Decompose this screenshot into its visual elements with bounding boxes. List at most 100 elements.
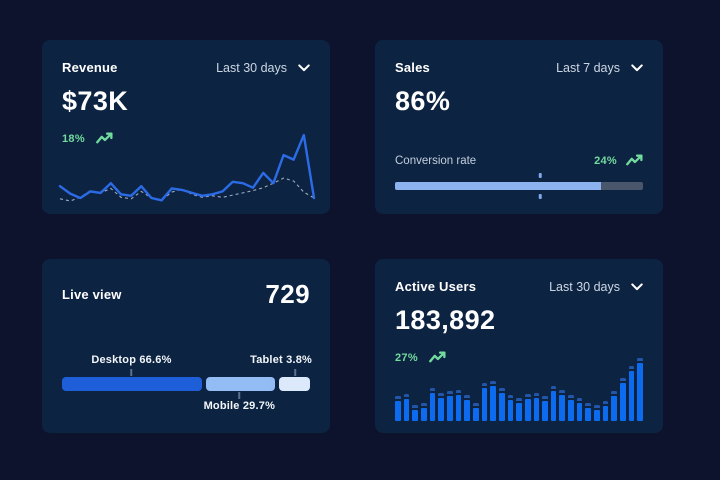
- sales-value: 86%: [395, 86, 451, 116]
- bar-cap: [637, 358, 644, 361]
- conversion-rate-row: Conversion rate 24%: [395, 154, 643, 167]
- active-users-bar: [533, 393, 540, 421]
- sales-card: Sales Last 7 days 86% Conversion rate 24…: [375, 40, 663, 214]
- revenue-card: Revenue Last 30 days $73K 18%: [42, 40, 330, 214]
- bar-cap: [395, 395, 401, 399]
- trending-up-icon: [429, 351, 446, 363]
- live-view-header: Live view 729: [62, 279, 310, 310]
- tablet-tick: [294, 369, 296, 376]
- chevron-down-icon: [631, 63, 643, 71]
- live-view-value: 729: [265, 279, 310, 309]
- bar-cap: [516, 398, 522, 402]
- active-users-card-header: Active Users Last 30 days: [395, 279, 643, 294]
- bar-body: [568, 400, 574, 421]
- revenue-range-dropdown[interactable]: Last 30 days: [216, 61, 310, 75]
- active-users-range-label: Last 30 days: [549, 279, 620, 294]
- bar-cap: [559, 390, 566, 394]
- active-users-delta: 27%: [395, 351, 643, 364]
- bar-body: [628, 371, 635, 421]
- tablet-segment-label: Tablet 3.8%: [250, 354, 312, 366]
- active-users-bar: [438, 393, 444, 421]
- bar-cap: [403, 393, 410, 397]
- active-users-delta-pct: 27%: [395, 351, 418, 364]
- sales-range-dropdown[interactable]: Last 7 days: [556, 61, 643, 75]
- bar-cap: [498, 388, 505, 392]
- bar-body: [429, 393, 436, 421]
- bar-body: [498, 393, 505, 421]
- bar-body: [602, 405, 609, 421]
- bar-cap: [507, 394, 514, 398]
- bar-cap: [481, 383, 488, 387]
- active-users-range-dropdown[interactable]: Last 30 days: [549, 280, 643, 294]
- live-view-card: Live view 729 Desktop 66.6% Tablet 3.8% …: [42, 259, 330, 433]
- sales-card-header: Sales Last 7 days: [395, 60, 643, 75]
- conversion-rate-label: Conversion rate: [395, 154, 477, 167]
- active-users-bar: [455, 389, 462, 421]
- active-users-bar: [524, 393, 531, 421]
- bar-body: [507, 399, 514, 421]
- bar-body: [395, 400, 401, 421]
- active-users-bar: [516, 398, 522, 421]
- revenue-previous-period-line: [59, 177, 315, 202]
- sales-delta: 24%: [594, 154, 643, 167]
- bar-cap: [490, 381, 496, 385]
- revenue-current-period-line: [58, 133, 316, 202]
- bar-cap: [585, 402, 592, 406]
- bar-body: [490, 386, 496, 421]
- active-users-bar: [507, 394, 514, 421]
- active-users-bar: [585, 402, 592, 421]
- sales-range-label: Last 7 days: [556, 60, 620, 75]
- bar-body: [550, 391, 557, 421]
- bar-body: [481, 388, 488, 421]
- active-users-bar: [611, 391, 618, 421]
- progress-marker-top: [538, 173, 542, 178]
- bar-cap: [576, 397, 583, 401]
- bar-cap: [420, 402, 427, 406]
- active-users-bar: [559, 390, 566, 421]
- revenue-delta-pct: 18%: [62, 132, 85, 145]
- active-users-bar: [620, 378, 626, 421]
- bar-cap: [620, 378, 626, 382]
- bar-body: [464, 400, 470, 421]
- bar-cap: [464, 395, 470, 399]
- bar-cap: [524, 393, 531, 397]
- revenue-delta: 18%: [62, 132, 310, 145]
- progress-marker-bottom: [538, 194, 542, 199]
- active-users-bar: [602, 400, 609, 421]
- active-users-card: Active Users Last 30 days 183,892 27%: [375, 259, 663, 433]
- active-users-bar: [429, 388, 436, 421]
- active-users-bar: [542, 395, 548, 421]
- mobile-segment-label: Mobile 29.7%: [203, 400, 276, 412]
- active-users-bar-chart: [395, 358, 644, 421]
- chevron-down-icon: [631, 282, 643, 290]
- tablet-segment: [279, 377, 310, 391]
- active-users-bar: [472, 403, 479, 421]
- active-users-bar: [395, 395, 401, 421]
- bar-body: [542, 400, 548, 421]
- active-users-bar: [576, 397, 583, 421]
- desktop-segment: [62, 377, 202, 391]
- revenue-card-header: Revenue Last 30 days: [62, 60, 310, 75]
- active-users-bar: [446, 391, 453, 421]
- bar-body: [559, 395, 566, 421]
- active-users-bar: [594, 405, 600, 421]
- bar-body: [637, 363, 644, 421]
- conversion-progress-bar: [395, 173, 643, 199]
- active-users-bar: [637, 358, 644, 421]
- active-users-bar: [568, 395, 574, 421]
- mobile-segment: [205, 377, 276, 391]
- desktop-segment-label: Desktop 66.6%: [91, 354, 172, 366]
- chevron-down-icon: [298, 63, 310, 71]
- active-users-bar: [420, 402, 427, 421]
- bar-cap: [542, 395, 548, 399]
- progress-fill: [395, 182, 601, 190]
- device-split-bar: [62, 377, 310, 391]
- active-users-bar: [403, 393, 410, 421]
- bar-cap: [446, 391, 453, 395]
- bar-cap: [550, 386, 557, 390]
- active-users-bar: [498, 388, 505, 421]
- revenue-value: $73K: [62, 86, 129, 116]
- card-grid: Revenue Last 30 days $73K 18%: [42, 40, 663, 433]
- bar-body: [524, 398, 531, 421]
- mobile-tick: [238, 392, 241, 399]
